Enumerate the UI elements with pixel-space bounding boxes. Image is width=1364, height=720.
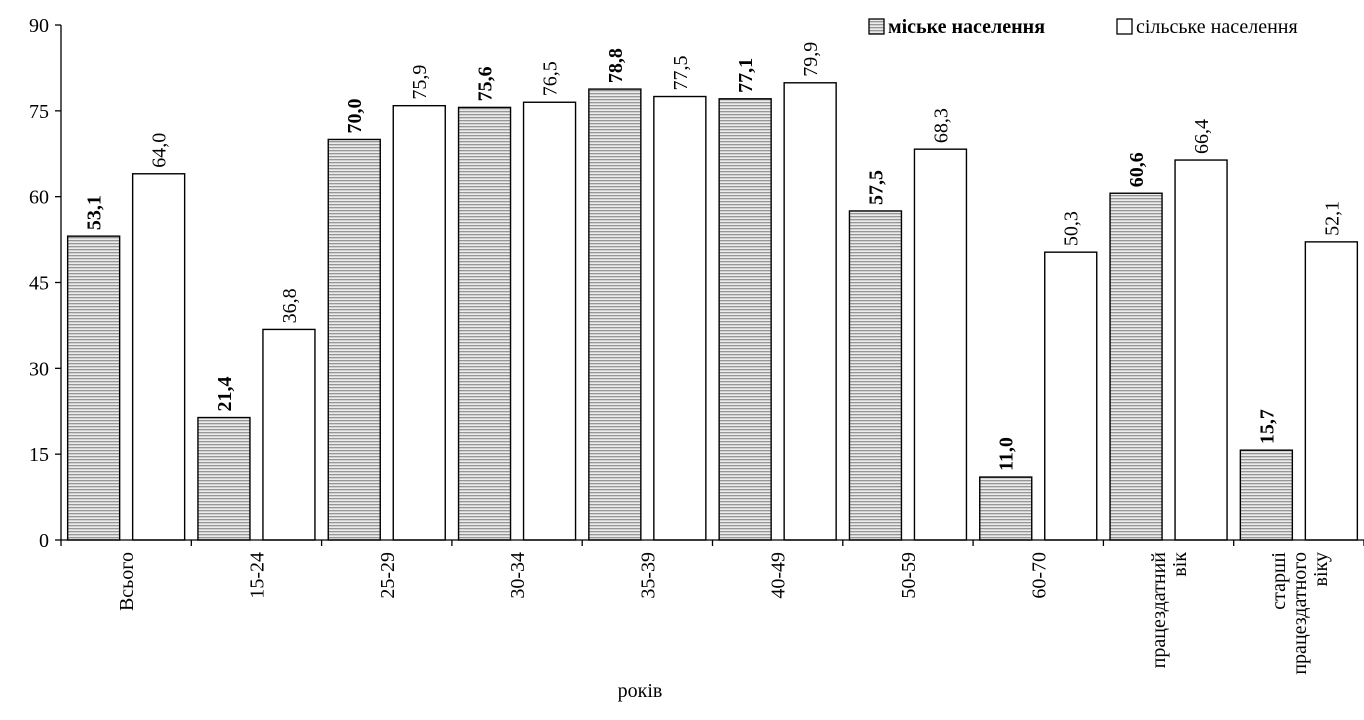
x-category-label: старшіпрацездатноговіку bbox=[1268, 552, 1332, 675]
y-tick-label: 75 bbox=[29, 101, 49, 123]
labels-layer: 0 15 30 45 60 75 90 53,1 64,0 Всього 21,4 36,8 15-24… bbox=[29, 15, 1343, 675]
data-label-urban: 60,6 bbox=[1126, 152, 1148, 187]
data-label-urban: 21,4 bbox=[214, 377, 236, 412]
data-label-rural: 68,3 bbox=[930, 108, 952, 143]
x-category-label-line: 30-34 bbox=[507, 552, 529, 599]
bar-rural bbox=[131, 173, 186, 541]
x-category-label-line: старші bbox=[1268, 552, 1290, 610]
bar-rural bbox=[522, 101, 577, 541]
x-category-label: 60-70 bbox=[1028, 552, 1050, 599]
bar-urban bbox=[718, 98, 772, 541]
data-label-rural: 75,9 bbox=[409, 65, 431, 100]
data-label-rural: 36,8 bbox=[279, 288, 301, 323]
x-category-label-line: 60-70 bbox=[1028, 552, 1050, 599]
y-tick-label: 15 bbox=[29, 444, 49, 466]
x-category-label-line: 40-49 bbox=[768, 552, 790, 599]
data-label-rural: 79,9 bbox=[800, 42, 822, 77]
x-category-label-line: віку bbox=[1310, 552, 1332, 586]
data-label-rural: 66,4 bbox=[1191, 119, 1213, 154]
data-label-rural: 52,1 bbox=[1321, 201, 1343, 236]
x-category-label: Всього bbox=[116, 552, 138, 611]
x-category-label-line: 35-39 bbox=[637, 552, 659, 599]
bar-rural bbox=[913, 148, 968, 541]
y-tick-label: 60 bbox=[29, 187, 49, 209]
bar-urban bbox=[848, 210, 903, 541]
x-category-label: 15-24 bbox=[246, 552, 268, 599]
data-label-urban: 77,1 bbox=[735, 58, 757, 93]
bar-urban bbox=[457, 106, 512, 541]
x-category-label-line: працездатного bbox=[1289, 552, 1311, 675]
x-category-label-line: 15-24 bbox=[246, 552, 268, 599]
x-category-label: працездатнийвік bbox=[1148, 552, 1191, 669]
legend-swatch-rural bbox=[1116, 18, 1133, 35]
bar-urban bbox=[197, 416, 251, 541]
axes-layer bbox=[55, 24, 1364, 546]
data-label-rural: 76,5 bbox=[540, 61, 562, 96]
y-tick-label: 90 bbox=[29, 15, 49, 37]
legend-label-urban: міське населення bbox=[888, 16, 1045, 38]
bar-urban bbox=[1109, 192, 1163, 541]
data-label-urban: 75,6 bbox=[475, 66, 497, 101]
x-axis-title: років bbox=[618, 680, 663, 702]
bar-urban bbox=[327, 138, 381, 541]
data-label-urban: 57,5 bbox=[865, 170, 887, 205]
x-category-label-line: Всього bbox=[116, 552, 138, 611]
legend-label-rural: сільське населення bbox=[1136, 16, 1298, 38]
bar-rural bbox=[392, 104, 446, 541]
x-category-label: 35-39 bbox=[637, 552, 659, 599]
data-label-rural: 77,5 bbox=[670, 56, 692, 91]
bar-urban bbox=[66, 235, 121, 541]
data-label-rural: 50,3 bbox=[1061, 211, 1083, 246]
x-category-label: 25-29 bbox=[377, 552, 399, 599]
x-category-label-line: працездатний bbox=[1148, 552, 1170, 669]
bar-rural bbox=[783, 82, 837, 541]
bar-rural bbox=[653, 95, 707, 541]
bar-rural bbox=[1044, 251, 1098, 541]
x-category-label-line: 50-59 bbox=[898, 552, 920, 599]
bar-urban bbox=[979, 476, 1033, 541]
bar-urban bbox=[588, 88, 642, 541]
data-label-urban: 78,8 bbox=[605, 48, 627, 83]
legend: міське населення сільське населення bbox=[868, 16, 1298, 38]
bar-rural bbox=[1174, 159, 1228, 541]
y-tick-label: 30 bbox=[29, 358, 49, 380]
bar-urban bbox=[1239, 449, 1294, 541]
data-label-urban: 11,0 bbox=[996, 437, 1018, 471]
x-category-label-line: вік bbox=[1169, 552, 1191, 577]
x-category-label-line: 25-29 bbox=[377, 552, 399, 599]
data-label-urban: 70,0 bbox=[344, 98, 366, 133]
bar-rural bbox=[1304, 241, 1359, 541]
bar-rural bbox=[262, 328, 316, 541]
y-tick-label: 0 bbox=[39, 530, 49, 552]
x-category-label: 30-34 bbox=[507, 552, 529, 599]
data-label-urban: 53,1 bbox=[84, 195, 106, 230]
data-label-urban: 15,7 bbox=[1256, 409, 1278, 444]
data-label-rural: 64,0 bbox=[149, 133, 171, 168]
x-category-label: 50-59 bbox=[898, 552, 920, 599]
y-tick-label: 45 bbox=[29, 273, 49, 295]
bars-layer bbox=[66, 82, 1359, 541]
x-category-label: 40-49 bbox=[768, 552, 790, 599]
legend-swatch-urban bbox=[868, 18, 885, 35]
